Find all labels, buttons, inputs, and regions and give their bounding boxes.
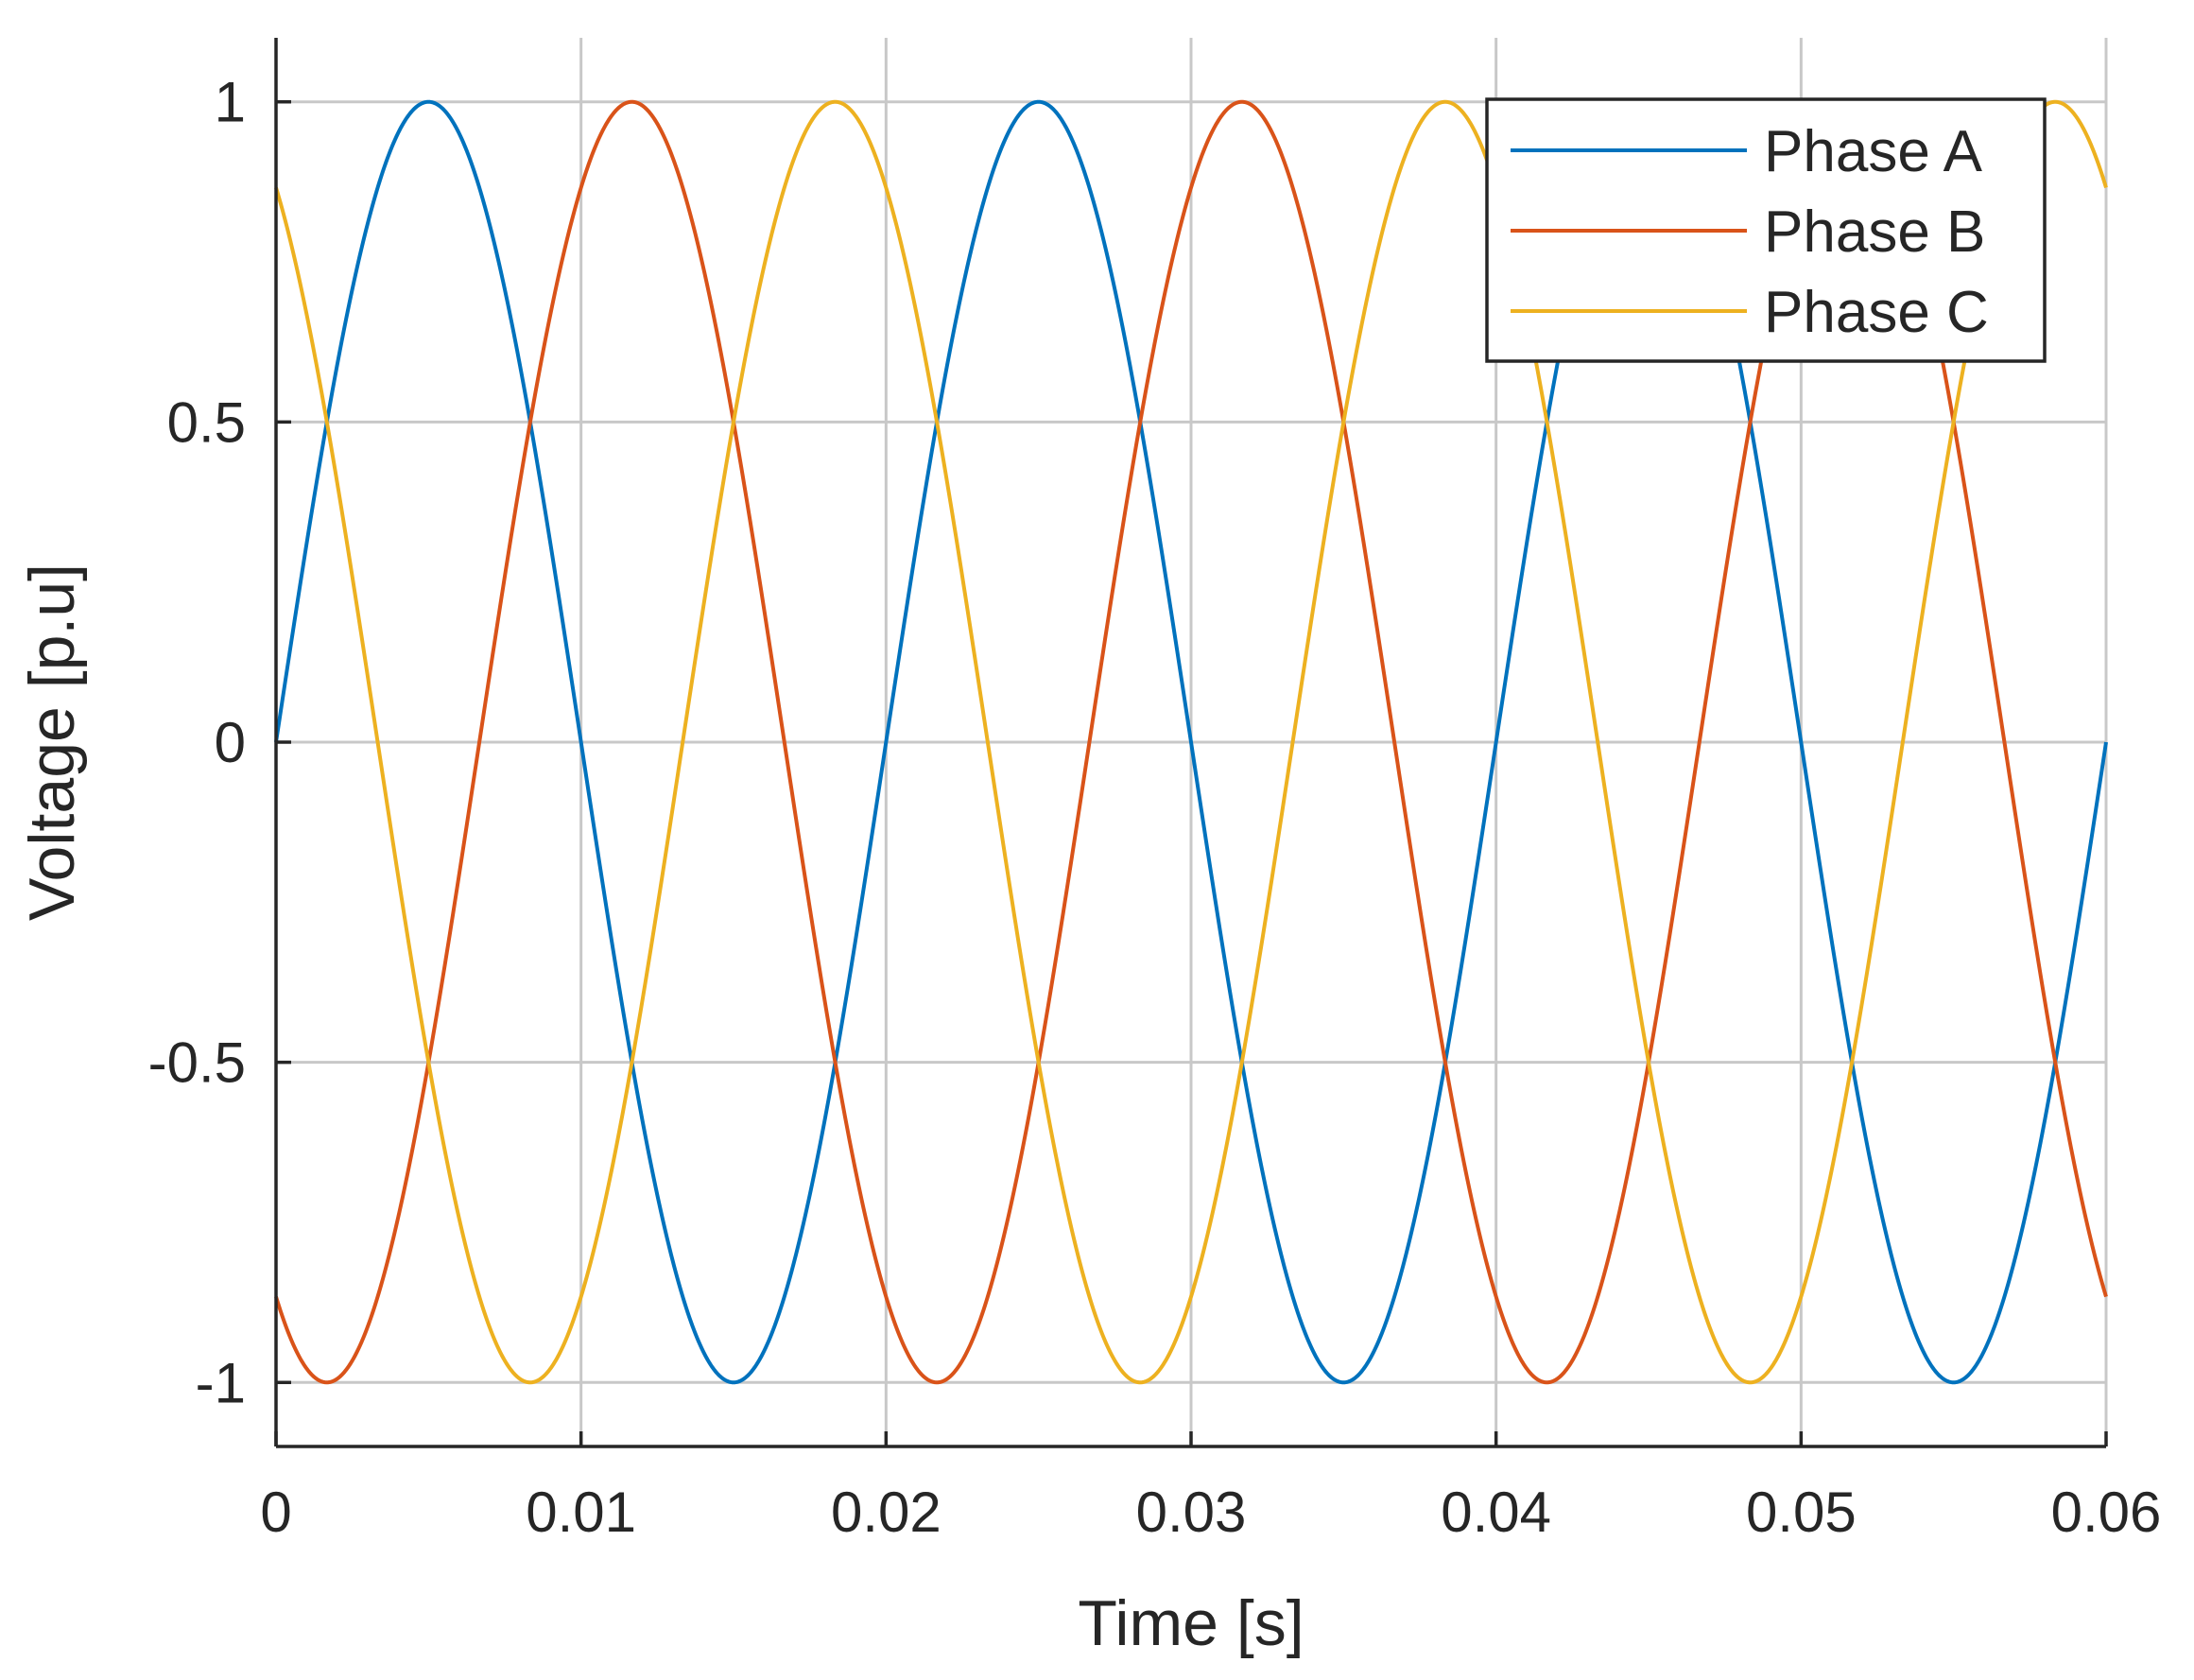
legend[interactable]: Phase A Phase B Phase C: [1485, 97, 2047, 363]
series-line-phase-a: [274, 99, 2108, 1385]
x-tick-label: 0.06: [2051, 1481, 2162, 1544]
x-tick-label: 0.03: [1136, 1481, 1247, 1544]
axes: [274, 38, 2108, 1448]
y-tick-label: 0.5: [167, 390, 246, 454]
legend-label: Phase A: [1764, 119, 1983, 184]
y-tick-label: 0: [215, 711, 246, 774]
x-tick-label: 0.04: [1441, 1481, 1551, 1544]
x-tick-label: 0.02: [831, 1481, 942, 1544]
y-axis-label: Voltage [p.u]: [16, 563, 88, 921]
legend-label: Phase B: [1764, 199, 1985, 265]
y-tick-label: -0.5: [148, 1031, 246, 1095]
series-line-phase-c: [274, 99, 2108, 1385]
tick-labels: 0 0.01 0.02 0.03 0.04 0.05 0.06 1 0.5 0 -0.5 -1: [148, 71, 2162, 1544]
legend-label: Phase C: [1764, 280, 1989, 345]
y-tick-label: 1: [215, 71, 246, 134]
x-tick-label: 0: [260, 1481, 291, 1544]
y-tick-label: -1: [196, 1351, 246, 1414]
x-tick-label: 0.05: [1746, 1481, 1857, 1544]
x-axis-label: Time [s]: [1078, 1587, 1304, 1659]
x-tick-label: 0.01: [526, 1481, 636, 1544]
